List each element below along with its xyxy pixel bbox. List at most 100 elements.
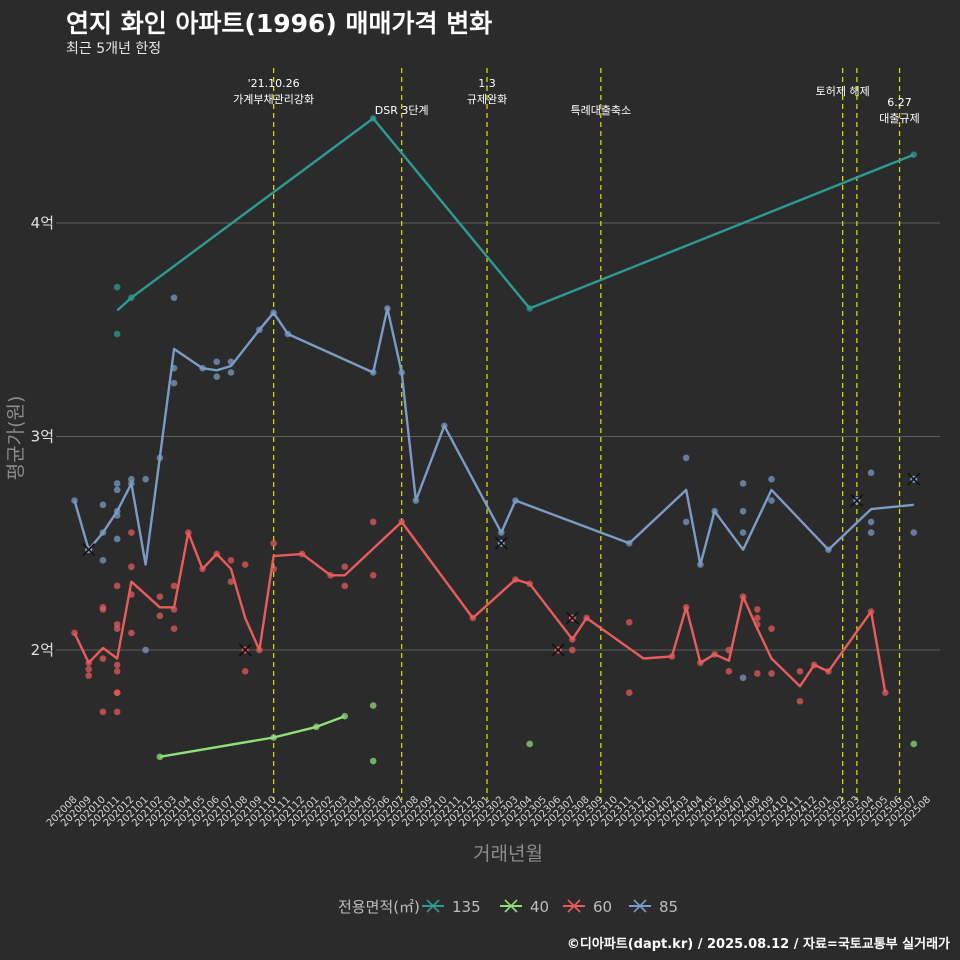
data-point	[99, 606, 107, 613]
data-point	[156, 593, 164, 600]
data-point	[213, 373, 221, 381]
data-point	[569, 646, 576, 654]
series-135	[113, 115, 918, 338]
series-line	[159, 715, 346, 758]
legend-label: 135	[452, 898, 481, 916]
data-point	[213, 358, 221, 366]
legend: 전용면적(㎡) 135 40 60 85	[338, 898, 678, 916]
y-axis-ticks: 2억 3억 4억	[31, 214, 62, 659]
data-point	[882, 689, 889, 696]
data-point	[170, 294, 178, 302]
legend-title: 전용면적(㎡)	[338, 898, 420, 916]
data-point	[796, 697, 804, 705]
event-label: 1.3	[478, 77, 496, 90]
data-point	[341, 563, 349, 571]
data-point	[369, 518, 377, 526]
cancelled-marker-stroke	[82, 543, 96, 557]
data-point	[113, 625, 121, 632]
data-point	[227, 369, 235, 376]
event-label: '21.10.26	[248, 77, 300, 90]
data-point	[739, 674, 747, 682]
cancelled-marker	[82, 543, 96, 557]
series-85	[71, 294, 921, 682]
cancelled-marker-stroke	[850, 493, 864, 508]
legend-label: 60	[593, 898, 612, 916]
data-point	[128, 629, 135, 637]
data-point	[170, 379, 178, 387]
series-40	[156, 702, 918, 765]
data-point	[682, 518, 690, 526]
y-tick-label: 3억	[31, 428, 54, 446]
series-60	[71, 518, 889, 716]
data-point	[113, 708, 121, 716]
data-point	[768, 475, 775, 483]
data-point	[369, 702, 377, 709]
data-point	[867, 469, 875, 477]
data-point	[867, 518, 875, 526]
data-point	[625, 689, 633, 696]
data-point	[227, 578, 235, 585]
data-point	[227, 557, 235, 564]
chart-subtitle: 최근 5개년 한정	[66, 41, 162, 57]
cancelled-marker-stroke	[907, 472, 921, 486]
data-point	[113, 480, 121, 487]
y-tick-label: 4억	[31, 214, 54, 232]
data-point	[768, 497, 775, 504]
data-point	[526, 740, 533, 748]
data-point	[241, 668, 249, 675]
cancelled-marker-stroke	[494, 536, 508, 550]
source-caption: ©디아파트(dapt.kr) / 2025.08.12 / 자료=국토교통부 실…	[566, 937, 950, 952]
series-line	[73, 520, 887, 693]
data-point	[739, 529, 747, 536]
legend-x-mark	[504, 899, 518, 913]
data-point	[170, 582, 178, 590]
y-tick-label: 2억	[31, 641, 54, 659]
data-point	[85, 672, 93, 679]
legend-x-mark	[633, 899, 647, 913]
data-point	[128, 529, 135, 536]
cancelled-marker-stroke	[238, 643, 252, 657]
data-point	[85, 665, 93, 673]
legend-x-mark	[426, 899, 440, 913]
chart-title: 연지 화인 아파트(1996) 매매가격 변화	[66, 9, 493, 38]
data-point	[113, 535, 121, 543]
event-label: 6.27	[887, 96, 912, 109]
data-point	[625, 618, 633, 626]
data-point	[910, 740, 918, 748]
data-point	[739, 507, 747, 515]
data-point	[754, 606, 761, 613]
data-point	[682, 454, 690, 462]
data-point	[113, 486, 121, 494]
grid	[62, 222, 940, 651]
data-point	[754, 670, 761, 677]
legend-item-60: 60	[563, 898, 612, 916]
x-axis-ticks: 2020082020092020102020112020122021012021…	[45, 794, 933, 829]
data-point	[739, 480, 747, 487]
y-axis-title: 평균가(원)	[5, 396, 27, 481]
data-point	[156, 612, 164, 620]
event-label: 토허제 해제	[816, 84, 870, 98]
series-line	[116, 117, 915, 312]
series-line	[73, 307, 914, 566]
data-point	[99, 557, 107, 564]
data-point	[768, 670, 775, 677]
cancelled-marker	[238, 643, 252, 657]
data-point	[270, 539, 277, 547]
data-point	[369, 757, 377, 765]
legend-label: 85	[659, 898, 678, 916]
data-point	[725, 668, 733, 675]
cancelled-marker	[494, 536, 508, 550]
data-point	[142, 646, 149, 654]
data-point	[170, 625, 178, 632]
cancelled-marker-stroke	[551, 643, 565, 657]
data-point	[113, 330, 121, 338]
legend-item-135: 135	[422, 898, 481, 916]
event-label: 가계부채관리강화	[233, 93, 314, 106]
legend-items: 135 40 60 85	[422, 898, 678, 916]
event-label: 규제완화	[467, 93, 507, 106]
legend-x-mark	[567, 899, 581, 913]
data-point	[867, 529, 875, 536]
legend-label: 40	[530, 898, 549, 916]
